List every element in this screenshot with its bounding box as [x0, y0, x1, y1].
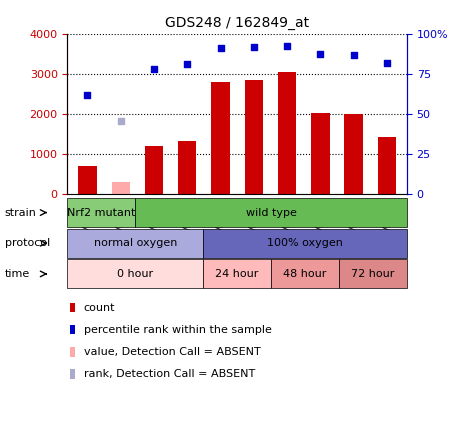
- Text: protocol: protocol: [5, 238, 50, 248]
- Bar: [245, 80, 263, 194]
- Text: wild type: wild type: [246, 207, 297, 218]
- Point: [217, 44, 224, 51]
- Bar: [378, 137, 396, 194]
- Title: GDS248 / 162849_at: GDS248 / 162849_at: [165, 16, 309, 30]
- Point: [84, 91, 91, 98]
- Bar: [345, 114, 363, 194]
- Text: 24 hour: 24 hour: [215, 269, 259, 279]
- Text: time: time: [5, 269, 30, 279]
- Point: [117, 118, 125, 124]
- Text: normal oxygen: normal oxygen: [93, 238, 177, 248]
- Point: [350, 52, 357, 58]
- Text: strain: strain: [5, 207, 37, 218]
- Bar: [78, 166, 97, 194]
- Point: [150, 66, 158, 72]
- Point: [184, 61, 191, 68]
- Bar: [178, 141, 196, 194]
- Text: Nrf2 mutant: Nrf2 mutant: [67, 207, 136, 218]
- Text: percentile rank within the sample: percentile rank within the sample: [84, 325, 272, 335]
- Text: 48 hour: 48 hour: [283, 269, 327, 279]
- Bar: [311, 113, 330, 194]
- Text: value, Detection Call = ABSENT: value, Detection Call = ABSENT: [84, 347, 260, 357]
- Point: [283, 43, 291, 49]
- Text: 72 hour: 72 hour: [351, 269, 395, 279]
- Bar: [212, 82, 230, 194]
- Text: 100% oxygen: 100% oxygen: [267, 238, 343, 248]
- Point: [250, 44, 258, 51]
- Point: [317, 50, 324, 57]
- Bar: [145, 146, 163, 194]
- Text: count: count: [84, 302, 115, 313]
- Text: 0 hour: 0 hour: [117, 269, 153, 279]
- Point: [383, 59, 391, 66]
- Bar: [278, 72, 296, 194]
- Bar: [112, 182, 130, 194]
- Text: rank, Detection Call = ABSENT: rank, Detection Call = ABSENT: [84, 369, 255, 379]
